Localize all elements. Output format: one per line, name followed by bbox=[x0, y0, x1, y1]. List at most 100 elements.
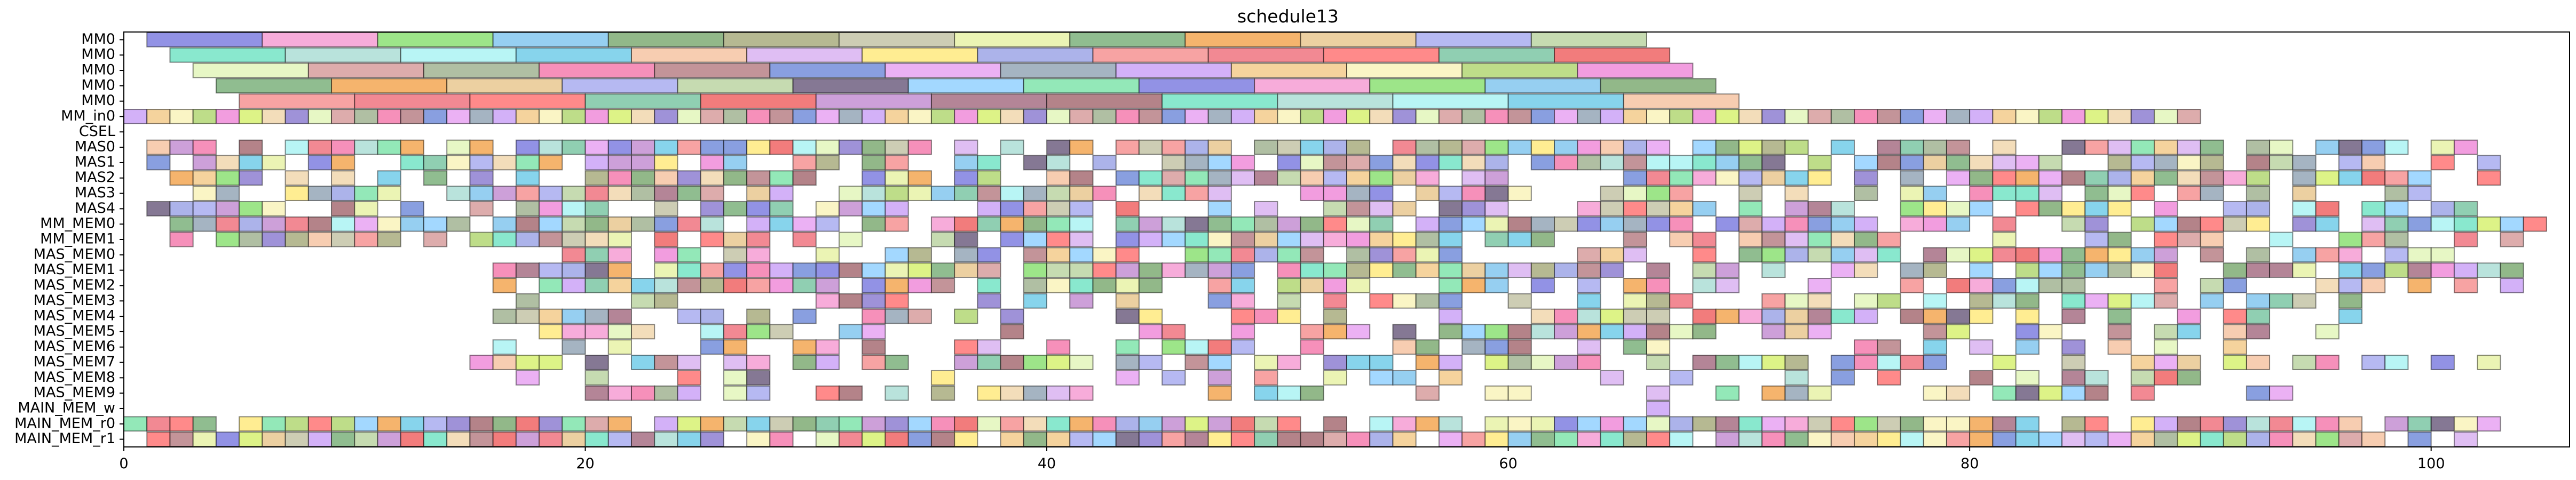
x-tick-label: 20 bbox=[576, 455, 594, 472]
task-block bbox=[1738, 109, 1763, 124]
task-block bbox=[2338, 293, 2362, 309]
task-block bbox=[839, 139, 863, 155]
task-block bbox=[630, 155, 655, 171]
task-block bbox=[539, 216, 563, 232]
task-block bbox=[2177, 139, 2201, 155]
task-block bbox=[2361, 216, 2386, 232]
task-block bbox=[1600, 262, 1624, 278]
task-block bbox=[1392, 155, 1417, 171]
task-block bbox=[700, 324, 724, 340]
task-block bbox=[1138, 431, 1163, 447]
task-block bbox=[1023, 262, 1048, 278]
task-block bbox=[1946, 324, 1971, 340]
task-block bbox=[1369, 262, 1394, 278]
task-block bbox=[1969, 370, 1994, 386]
task-block bbox=[331, 201, 355, 217]
task-block bbox=[977, 293, 1001, 309]
task-block bbox=[1438, 216, 1463, 232]
task-block bbox=[1138, 355, 1163, 370]
task-block bbox=[769, 216, 794, 232]
task-block bbox=[2153, 370, 2178, 386]
task-block bbox=[2038, 262, 2063, 278]
task-block bbox=[1738, 201, 1763, 217]
task-block bbox=[1461, 186, 1486, 201]
task-block bbox=[2061, 355, 2086, 370]
task-block bbox=[2269, 416, 2294, 432]
task-block bbox=[377, 139, 401, 155]
task-block bbox=[285, 216, 309, 232]
task-block bbox=[954, 431, 978, 447]
task-block bbox=[2153, 155, 2178, 171]
task-block bbox=[515, 216, 540, 232]
task-block bbox=[700, 93, 817, 109]
task-block bbox=[1092, 247, 1117, 263]
task-block bbox=[746, 431, 771, 447]
task-block bbox=[331, 170, 355, 186]
task-block bbox=[1692, 247, 1717, 263]
task-block bbox=[331, 186, 355, 201]
task-block bbox=[1461, 431, 1486, 447]
task-block bbox=[354, 216, 378, 232]
task-block bbox=[1438, 355, 1463, 370]
task-block bbox=[607, 139, 632, 155]
task-block bbox=[954, 247, 978, 263]
task-block bbox=[2338, 247, 2362, 263]
row-label: MAIN_MEM_r1 bbox=[14, 430, 115, 447]
task-block bbox=[446, 431, 471, 447]
task-block bbox=[1323, 262, 1348, 278]
task-block bbox=[769, 324, 794, 340]
task-block bbox=[1230, 431, 1255, 447]
task-block bbox=[2061, 431, 2086, 447]
task-block bbox=[423, 216, 448, 232]
task-block bbox=[1046, 216, 1071, 232]
task-block bbox=[1577, 431, 1601, 447]
task-block bbox=[1000, 355, 1024, 370]
task-block bbox=[1254, 385, 1278, 401]
task-block bbox=[1346, 216, 1371, 232]
task-block bbox=[239, 431, 263, 447]
task-block bbox=[1161, 324, 1186, 340]
task-block bbox=[2153, 262, 2178, 278]
task-block bbox=[792, 339, 817, 355]
task-block bbox=[1600, 308, 1624, 324]
task-block bbox=[2361, 278, 2386, 293]
task-block bbox=[1554, 431, 1578, 447]
task-block bbox=[2130, 186, 2155, 201]
task-block bbox=[215, 78, 333, 94]
task-block bbox=[1623, 186, 1647, 201]
task-block bbox=[954, 109, 978, 124]
row-label: MM0 bbox=[81, 62, 115, 78]
task-block bbox=[492, 416, 517, 432]
task-block bbox=[2084, 109, 2109, 124]
task-block bbox=[769, 201, 794, 217]
task-block bbox=[607, 216, 632, 232]
x-tick-label: 40 bbox=[1038, 455, 1056, 472]
task-block bbox=[1784, 247, 1809, 263]
task-block bbox=[169, 170, 194, 186]
task-block bbox=[1046, 262, 1071, 278]
task-block bbox=[1877, 293, 1901, 309]
task-block bbox=[2130, 293, 2155, 309]
task-block bbox=[562, 78, 678, 94]
task-block bbox=[1853, 155, 1878, 171]
task-block bbox=[1069, 355, 1094, 370]
task-block bbox=[2200, 247, 2224, 263]
task-block bbox=[1138, 308, 1163, 324]
task-block bbox=[354, 93, 471, 109]
task-block bbox=[215, 201, 240, 217]
task-block bbox=[239, 201, 263, 217]
task-block bbox=[1577, 278, 1601, 293]
plot-area bbox=[123, 32, 2547, 447]
task-block bbox=[1046, 139, 1071, 155]
task-block bbox=[1577, 416, 1601, 432]
task-block bbox=[469, 201, 494, 217]
task-block bbox=[1277, 355, 1301, 370]
task-block bbox=[1092, 431, 1117, 447]
task-block bbox=[769, 262, 794, 278]
task-block bbox=[1784, 431, 1809, 447]
task-block bbox=[2084, 170, 2109, 186]
task-block bbox=[2338, 431, 2362, 447]
task-block bbox=[1277, 216, 1301, 232]
task-block bbox=[146, 416, 171, 432]
task-block bbox=[1092, 47, 1209, 63]
